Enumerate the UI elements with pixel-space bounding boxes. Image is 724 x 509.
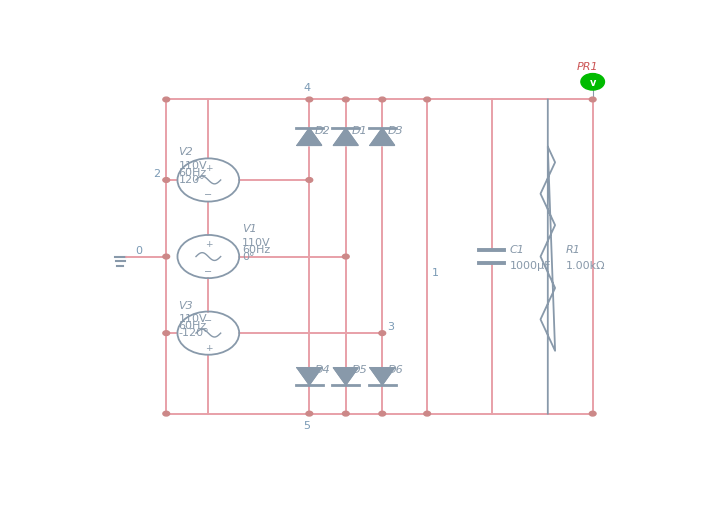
Text: 1.00kΩ: 1.00kΩ <box>565 261 605 271</box>
Polygon shape <box>334 368 358 385</box>
Circle shape <box>306 98 313 103</box>
Text: V2: V2 <box>179 147 193 157</box>
Text: +: + <box>205 240 212 248</box>
Circle shape <box>589 411 596 416</box>
Text: D4: D4 <box>315 364 331 375</box>
Circle shape <box>379 98 386 103</box>
Polygon shape <box>297 368 321 385</box>
Text: −: − <box>204 316 212 326</box>
Text: C1: C1 <box>510 245 524 255</box>
Text: D5: D5 <box>351 364 367 375</box>
Circle shape <box>589 98 596 103</box>
Text: D2: D2 <box>315 126 331 135</box>
Text: 4: 4 <box>303 83 310 93</box>
Text: 0°: 0° <box>242 251 255 261</box>
Text: −: − <box>204 266 212 276</box>
Text: 2: 2 <box>153 168 161 179</box>
Text: 120°: 120° <box>179 175 205 185</box>
Text: 110V: 110V <box>179 161 207 171</box>
Circle shape <box>342 254 349 260</box>
Text: PR1: PR1 <box>576 62 598 72</box>
Text: +: + <box>205 163 212 172</box>
Text: 1000μF: 1000μF <box>510 261 551 271</box>
Polygon shape <box>334 129 358 146</box>
Text: 1: 1 <box>432 268 439 278</box>
Circle shape <box>379 411 386 416</box>
Text: v: v <box>589 78 596 88</box>
Circle shape <box>163 254 169 260</box>
Polygon shape <box>370 368 395 385</box>
Circle shape <box>424 98 431 103</box>
Text: 3: 3 <box>387 322 394 331</box>
Circle shape <box>424 411 431 416</box>
Text: V3: V3 <box>179 300 193 310</box>
Circle shape <box>342 98 349 103</box>
Text: -120°: -120° <box>179 328 209 337</box>
Text: D1: D1 <box>351 126 367 135</box>
Text: V1: V1 <box>242 223 257 234</box>
Text: 5: 5 <box>303 420 310 430</box>
Circle shape <box>163 331 169 336</box>
Circle shape <box>306 178 313 183</box>
Circle shape <box>163 411 169 416</box>
Text: 60Hz: 60Hz <box>179 167 207 178</box>
Text: D3: D3 <box>388 126 404 135</box>
Circle shape <box>342 411 349 416</box>
Text: −: − <box>204 190 212 200</box>
Text: R1: R1 <box>565 245 581 255</box>
Circle shape <box>163 178 169 183</box>
Text: +: + <box>205 343 212 352</box>
Circle shape <box>581 74 605 91</box>
Text: 110V: 110V <box>242 237 271 247</box>
Text: 60Hz: 60Hz <box>242 244 270 254</box>
Circle shape <box>163 98 169 103</box>
Text: 0: 0 <box>135 245 143 255</box>
Circle shape <box>306 411 313 416</box>
Circle shape <box>379 331 386 336</box>
Polygon shape <box>297 129 321 146</box>
Text: 110V: 110V <box>179 314 207 324</box>
Text: D6: D6 <box>388 364 404 375</box>
Polygon shape <box>370 129 395 146</box>
Text: 60Hz: 60Hz <box>179 321 207 330</box>
